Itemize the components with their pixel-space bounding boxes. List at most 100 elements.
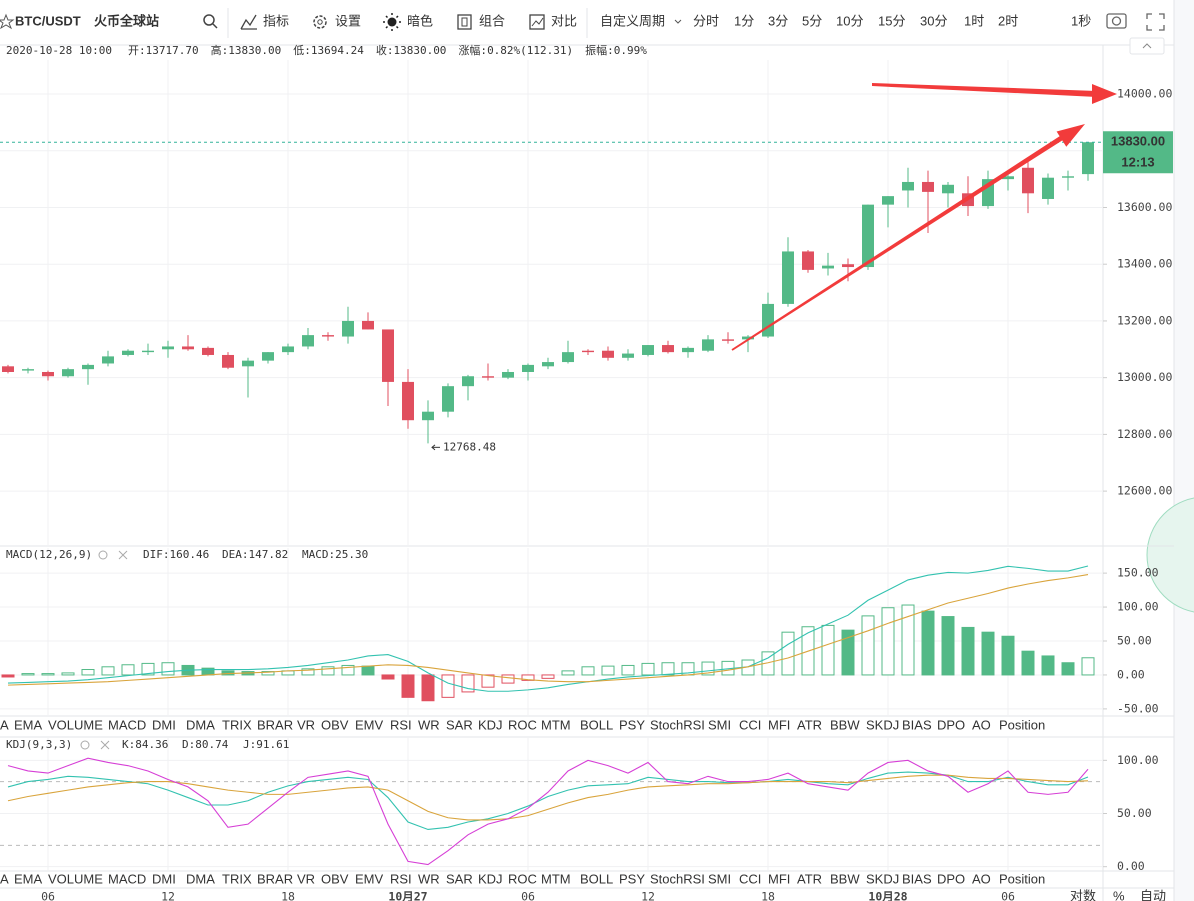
indicator-tab[interactable]: MACD	[108, 871, 146, 886]
indicator-tab[interactable]: SAR	[446, 717, 473, 732]
indicator-tab[interactable]: TRIX	[222, 717, 252, 732]
indicator-tab[interactable]: A	[0, 871, 9, 886]
indicator-tab[interactable]: WR	[418, 717, 440, 732]
toolbar-button[interactable]: 设置	[335, 13, 361, 28]
toolbar-button[interactable]: 指标	[263, 13, 289, 28]
indicator-tab[interactable]: BIAS	[902, 871, 932, 886]
indicator-tab[interactable]: DMA	[186, 871, 215, 886]
toolbar-button[interactable]: 对比	[551, 13, 577, 28]
period-button[interactable]: 30分	[920, 13, 947, 28]
indicator-tab[interactable]: RSI	[390, 871, 412, 886]
period-button[interactable]: 5分	[802, 13, 822, 28]
indicator-tab[interactable]: VR	[297, 717, 315, 732]
indicator-tab[interactable]: ATR	[797, 717, 822, 732]
collapse-button[interactable]	[1142, 43, 1152, 49]
period-button[interactable]: 3分	[768, 13, 788, 28]
settings-icon[interactable]	[313, 15, 327, 29]
indicator-tab[interactable]: BOLL	[580, 871, 613, 886]
indicator-tab[interactable]: Position	[999, 717, 1045, 732]
indicator-tab[interactable]: Position	[999, 871, 1045, 886]
indicator-tab[interactable]: ATR	[797, 871, 822, 886]
period-button[interactable]: 10分	[836, 13, 863, 28]
indicator-tab[interactable]: VOLUME	[48, 871, 103, 886]
dark-icon[interactable]	[383, 13, 401, 31]
collapse-button[interactable]	[1129, 37, 1165, 55]
indicator-tab[interactable]: MTM	[541, 717, 571, 732]
indicator-tab[interactable]: CCI	[739, 871, 761, 886]
search-icon[interactable]	[212, 23, 218, 29]
indicator-tab[interactable]: MFI	[768, 871, 790, 886]
indicator-tab[interactable]: ROC	[508, 717, 537, 732]
indicator-tab[interactable]: DMI	[152, 717, 176, 732]
indicator-tab[interactable]: SMI	[708, 871, 731, 886]
dark-icon[interactable]	[387, 17, 397, 27]
period-button[interactable]: 2时	[998, 13, 1018, 28]
indicator-tab[interactable]: A	[0, 717, 9, 732]
dropdown-arrow[interactable]	[674, 19, 682, 24]
indicator-tab[interactable]: RSI	[390, 717, 412, 732]
indicator-tab[interactable]: BOLL	[580, 717, 613, 732]
indicator-tab[interactable]: StochRSI	[650, 717, 705, 732]
indicator-tab[interactable]: SKDJ	[866, 717, 899, 732]
indicator-tab[interactable]: OBV	[321, 717, 349, 732]
indicator-tab[interactable]: MTM	[541, 871, 571, 886]
indicator-tab[interactable]: BIAS	[902, 717, 932, 732]
indicator-tab[interactable]: EMA	[14, 871, 43, 886]
seconds-button[interactable]: 1秒	[1071, 13, 1091, 28]
exchange[interactable]: 火币全球站	[94, 13, 159, 28]
compare-icon[interactable]	[529, 14, 545, 30]
indicator-tab[interactable]: VR	[297, 871, 315, 886]
symbol[interactable]: BTC/USDT	[15, 13, 81, 28]
indicator-tab[interactable]: AO	[972, 871, 991, 886]
indicator-icon[interactable]	[240, 14, 257, 30]
legend-settings-icon[interactable]	[98, 550, 108, 560]
toolbar-button[interactable]: 暗色	[407, 13, 433, 28]
indicator-tab[interactable]: VOLUME	[48, 717, 103, 732]
indicator-tab[interactable]: DPO	[937, 871, 965, 886]
indicator-tab[interactable]: EMA	[14, 717, 43, 732]
indicator-tab[interactable]: BBW	[830, 717, 860, 732]
custom-period[interactable]: 自定义周期	[600, 13, 665, 28]
indicator-tab[interactable]: ROC	[508, 871, 537, 886]
indicator-tab[interactable]: WR	[418, 871, 440, 886]
indicator-tab[interactable]: MACD	[108, 717, 146, 732]
indicator-tab[interactable]: KDJ	[478, 717, 503, 732]
log-toggle[interactable]: 对数	[1070, 888, 1096, 901]
fullscreen-icon[interactable]	[1146, 13, 1165, 31]
indicator-tab[interactable]: CCI	[739, 717, 761, 732]
toolbar-button[interactable]: 组合	[479, 13, 505, 28]
indicator-tab[interactable]: EMV	[355, 717, 384, 732]
indicator-tab[interactable]: KDJ	[478, 871, 503, 886]
legend-close-icon[interactable]	[100, 740, 110, 750]
indicator-tab[interactable]: StochRSI	[650, 871, 705, 886]
period-button[interactable]: 分时	[693, 13, 719, 28]
compare-icon[interactable]	[531, 17, 544, 27]
period-button[interactable]: 15分	[878, 13, 905, 28]
indicator-tab[interactable]: DMI	[152, 871, 176, 886]
layout-icon[interactable]	[461, 17, 468, 27]
legend-settings-icon[interactable]	[80, 740, 90, 750]
indicator-tab[interactable]: OBV	[321, 871, 349, 886]
indicator-tab[interactable]: AO	[972, 717, 991, 732]
indicator-tab[interactable]: SAR	[446, 871, 473, 886]
indicator-tab[interactable]: PSY	[619, 871, 645, 886]
search-icon[interactable]	[203, 14, 215, 26]
period-button[interactable]: 1分	[734, 13, 754, 28]
indicator-tab[interactable]: MFI	[768, 717, 790, 732]
legend-close-icon[interactable]	[118, 550, 128, 560]
indicator-tab[interactable]: SMI	[708, 717, 731, 732]
screenshot-icon[interactable]	[1106, 13, 1127, 29]
settings-icon[interactable]	[317, 19, 323, 25]
indicator-tab[interactable]: SKDJ	[866, 871, 899, 886]
indicator-tab[interactable]: BBW	[830, 871, 860, 886]
period-button[interactable]: 1时	[964, 13, 984, 28]
percent-toggle[interactable]: %	[1113, 888, 1125, 901]
indicator-tab[interactable]: EMV	[355, 871, 384, 886]
indicator-tab[interactable]: TRIX	[222, 871, 252, 886]
screenshot-icon[interactable]	[1111, 16, 1122, 26]
indicator-tab[interactable]: DMA	[186, 717, 215, 732]
favorite-icon[interactable]	[0, 13, 15, 30]
layout-icon[interactable]	[457, 14, 472, 30]
auto-toggle[interactable]: 自动	[1140, 888, 1166, 901]
indicator-tab[interactable]: BRAR	[257, 871, 293, 886]
